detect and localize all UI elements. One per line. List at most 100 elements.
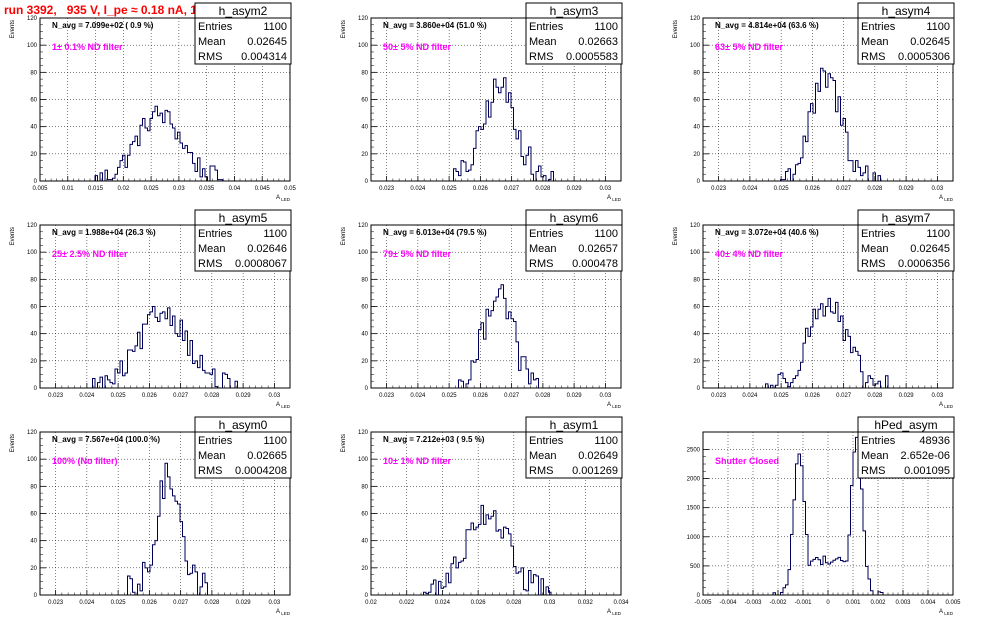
y-tick-label: 80 [361, 277, 368, 283]
stats-box-frame [525, 416, 623, 479]
y-tick-label: 120 [358, 223, 369, 229]
y-tick-label: 100 [358, 457, 369, 463]
stat-key: Entries [861, 21, 896, 33]
x-tick-label: 0.004 [920, 600, 936, 606]
x-tick-label: 0.024 [742, 186, 758, 192]
x-axis-label: A LED [276, 402, 291, 409]
stat-key: Mean [198, 243, 226, 255]
y-tick-label: 120 [358, 16, 369, 22]
stat-value: 1100 [594, 21, 618, 33]
histogram-line [40, 306, 290, 389]
x-tick-label: 0.025 [774, 393, 790, 399]
stat-value: 1100 [594, 228, 618, 240]
stat-value: 1100 [263, 435, 287, 447]
y-tick-label: 0 [34, 179, 38, 185]
x-tick-label: 0.005 [945, 600, 961, 606]
x-tick-label: 0.005 [32, 186, 48, 192]
x-tick-label: 0.024 [435, 600, 451, 606]
x-tick-label: 0 [826, 600, 830, 606]
y-tick-label: 60 [693, 305, 700, 311]
y-tick-label: 40 [30, 332, 37, 338]
y-tick-label: 120 [690, 16, 701, 22]
stat-value: 1100 [926, 228, 950, 240]
stat-key: Entries [861, 435, 896, 447]
stats-box: h_asym0 Entries 1100 Mean 0.02665 RMS 0.000420… [194, 416, 292, 479]
histogram-line [703, 67, 953, 182]
x-tick-label: 0.01 [62, 186, 74, 192]
y-tick-label: 60 [30, 512, 37, 518]
x-tick-label: -0.002 [769, 600, 787, 606]
y-tick-label: 120 [27, 16, 38, 22]
y-tick-label: 120 [358, 430, 369, 436]
stat-key: Entries [198, 21, 233, 33]
stat-value: 0.02663 [578, 36, 618, 48]
x-tick-label: 0.03 [544, 600, 556, 606]
x-tick-label: 0.023 [379, 186, 395, 192]
stats-box-frame [194, 2, 292, 65]
x-tick-label: 0.023 [48, 600, 64, 606]
y-tick-label: 100 [690, 250, 701, 256]
stat-value: 0.02645 [910, 36, 950, 48]
stat-key: Mean [529, 450, 557, 462]
x-tick-label: -0.003 [744, 600, 762, 606]
x-tick-label: 0.03 [600, 393, 612, 399]
y-axis-label: Events [10, 20, 16, 38]
x-tick-label: 0.027 [836, 186, 852, 192]
panel-h_asym6: 0.023 0.024 0.025 0.026 0.027 0.028 0.029 0.03 0… [341, 209, 623, 409]
y-tick-label: 100 [27, 43, 38, 49]
x-tick-label: 0.024 [410, 393, 426, 399]
y-tick-label: 2500 [687, 447, 701, 453]
stat-key: RMS [529, 258, 553, 270]
stat-value: 0.001095 [904, 465, 950, 477]
stats-box: h_asym6 Entries 1100 Mean 0.02657 RMS 0.000478 [525, 209, 623, 272]
y-tick-label: 40 [693, 125, 700, 131]
histogram-name: h_asym3 [550, 4, 599, 18]
panel-h_asym4: 0.023 0.024 0.025 0.026 0.027 0.028 0.029 0.03 0… [673, 2, 955, 202]
y-axis-label: Events [341, 227, 347, 245]
x-tick-label: 0.025 [774, 186, 790, 192]
panel-h_asym3: 0.023 0.024 0.025 0.026 0.027 0.028 0.029 0.03 0… [341, 2, 623, 202]
x-tick-label: 0.027 [173, 600, 189, 606]
y-tick-label: 20 [30, 359, 37, 365]
x-tick-label: 0.028 [535, 393, 551, 399]
y-tick-label: 20 [361, 152, 368, 158]
panel-h_asym0: 0.023 0.024 0.025 0.026 0.027 0.028 0.029 0.03 0… [10, 416, 292, 616]
x-tick-label: 0.02 [117, 186, 129, 192]
x-axis-label: A LED [939, 195, 954, 202]
stat-value: 0.001269 [572, 465, 618, 477]
stat-key: RMS [861, 258, 885, 270]
x-tick-label: 0.03 [173, 186, 185, 192]
x-tick-label: 0.045 [255, 186, 271, 192]
stat-key: RMS [529, 465, 553, 477]
stat-value: 0.02645 [910, 243, 950, 255]
stat-key: Mean [861, 36, 889, 48]
x-tick-label: 0.027 [173, 393, 189, 399]
y-tick-label: 0 [697, 179, 701, 185]
stat-key: Mean [861, 450, 889, 462]
x-tick-label: 0.023 [379, 393, 395, 399]
x-tick-label: 0.032 [578, 600, 594, 606]
stat-value: 48936 [919, 435, 950, 447]
stats-box-frame [857, 2, 955, 65]
stat-value: 0.0008067 [235, 258, 287, 270]
x-tick-label: 0.027 [504, 186, 520, 192]
y-tick-label: 80 [30, 70, 37, 76]
stat-key: Mean [529, 243, 557, 255]
x-tick-label: 0.029 [899, 186, 915, 192]
histogram-name: h_asym7 [882, 211, 931, 225]
stat-value: 0.0005583 [566, 51, 618, 63]
filter-annotation: 63± 5% ND filter [715, 42, 783, 52]
stat-key: RMS [198, 258, 222, 270]
stat-value: 0.0005306 [898, 51, 950, 63]
y-tick-label: 60 [361, 512, 368, 518]
stat-value: 0.000478 [572, 258, 618, 270]
x-tick-label: 0.05 [284, 186, 296, 192]
y-tick-label: 0 [34, 593, 38, 599]
y-tick-label: 40 [361, 332, 368, 338]
stats-box-frame [857, 209, 955, 272]
x-tick-label: 0.025 [111, 600, 127, 606]
y-tick-label: 60 [30, 98, 37, 104]
stat-value: 0.02657 [578, 243, 618, 255]
stats-box: hPed_asym Entries 48936 Mean 2.652e-06 RMS 0.0… [857, 416, 955, 479]
